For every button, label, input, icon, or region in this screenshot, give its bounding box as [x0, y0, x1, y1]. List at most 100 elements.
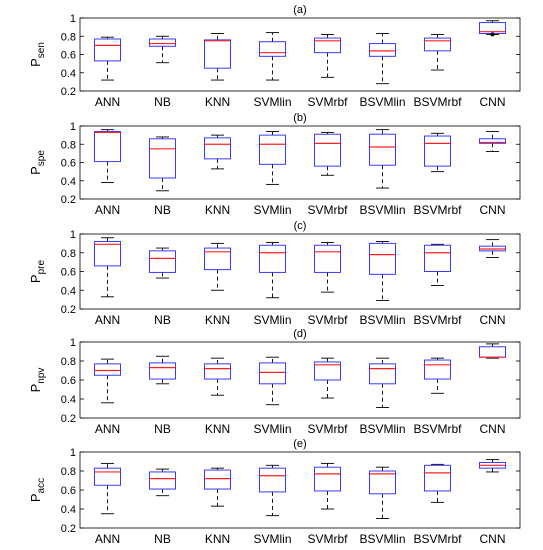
y-axis-label: Pacc — [28, 478, 47, 502]
x-tick-label: CNN — [480, 532, 506, 546]
y-tick-label: 0.6 — [61, 50, 76, 62]
x-tick-label: CNN — [480, 313, 506, 327]
y-tick-label: 0.4 — [61, 504, 76, 516]
y-tick-label: 0.2 — [61, 304, 76, 316]
box-ann — [94, 36, 121, 81]
box-nb — [149, 136, 176, 192]
box-svmrbf — [314, 357, 341, 399]
panel-title: (d) — [293, 328, 306, 340]
x-tick-label: ANN — [95, 203, 120, 217]
y-axis-label-sub: acc — [36, 478, 47, 494]
iqr-box — [259, 467, 286, 493]
panel-3: (d) 0.2 0.4 0.6 0.8 1 Pnpv ANN NB KNN SVMlin SVMrbf… — [28, 328, 521, 436]
x-tick-label: CNN — [480, 95, 506, 109]
iqr-box — [369, 242, 396, 275]
y-tick-label: 0.2 — [61, 523, 76, 535]
x-tick-label: KNN — [205, 422, 230, 436]
box-bsvmrbf — [424, 463, 451, 503]
box-bsvmrbf — [424, 132, 451, 173]
box-svmrbf — [314, 241, 341, 293]
iqr-box — [314, 466, 341, 492]
iqr-box — [149, 250, 176, 273]
x-tick-label: BSVMrbf — [413, 422, 462, 436]
panel-title: (c) — [294, 220, 307, 232]
iqr-box — [369, 363, 396, 385]
box-knn — [204, 33, 231, 81]
iqr-box — [94, 38, 121, 62]
plot-frame — [79, 451, 521, 529]
iqr-box — [479, 138, 506, 144]
box-knn — [204, 242, 231, 291]
iqr-box — [204, 247, 231, 271]
iqr-box — [149, 471, 176, 490]
iqr-box — [204, 363, 231, 380]
x-tick-label: BSVMlin — [359, 95, 405, 109]
x-tick-label: KNN — [205, 95, 230, 109]
x-tick-label: SVMlin — [253, 95, 291, 109]
box-svmlin — [259, 131, 286, 185]
y-axis-label-sub: sen — [36, 42, 47, 58]
box-svmrbf — [314, 33, 341, 78]
y-axis-label-main: P — [28, 274, 43, 283]
x-tick-label: SVMlin — [253, 313, 291, 327]
panel-1: (b) 0.2 0.4 0.6 0.8 1 Pspe ANN NB KNN SVMlin SVMrbf… — [28, 112, 521, 217]
y-tick-label: 1 — [70, 447, 76, 459]
x-tick-label: SVMrbf — [307, 313, 348, 327]
box-bsvmlin — [369, 357, 396, 408]
box-svmrbf — [314, 131, 341, 176]
panel-2: (c) 0.2 0.4 0.6 0.8 1 Ppre ANN NB KNN SVMlin SVMrbf… — [28, 220, 521, 327]
box-svmrbf — [314, 462, 341, 510]
x-tick-label: CNN — [480, 422, 506, 436]
y-tick-label: 0.4 — [61, 285, 76, 297]
y-axis-label: Pspe — [28, 150, 47, 175]
y-axis-label: Pnpv — [28, 368, 47, 393]
iqr-box — [314, 37, 341, 54]
iqr-box — [204, 39, 231, 69]
x-tick-label: ANN — [95, 532, 120, 546]
box-cnn — [479, 131, 506, 153]
iqr-box — [314, 361, 341, 381]
x-tick-label: CNN — [480, 203, 506, 217]
y-axis-label-sub: spe — [36, 150, 47, 167]
iqr-box — [94, 363, 121, 376]
y-tick-label: 0.8 — [61, 248, 76, 260]
box-nb — [149, 35, 176, 64]
plot-frame — [79, 233, 521, 310]
box-ann — [94, 358, 121, 404]
panel-title: (b) — [293, 112, 306, 124]
box-bsvmrbf — [424, 243, 451, 287]
panel-0: (a) 0.2 0.4 0.6 0.8 1 Psen ANN NB KNN SVMlin SVMrbf… — [28, 4, 521, 109]
iqr-box — [424, 135, 451, 167]
iqr-box — [424, 37, 451, 52]
x-tick-label: BSVMlin — [359, 313, 405, 327]
box-svmlin — [259, 32, 286, 81]
iqr-box — [314, 244, 341, 273]
x-tick-label: BSVMrbf — [413, 532, 462, 546]
iqr-box — [259, 362, 286, 385]
y-tick-label: 0.2 — [61, 194, 76, 206]
y-axis-label: Ppre — [28, 259, 47, 283]
x-tick-label: KNN — [205, 203, 230, 217]
y-tick-label: 0.8 — [61, 139, 76, 151]
box-ann — [94, 462, 121, 515]
box-knn — [204, 134, 231, 170]
iqr-box — [424, 464, 451, 492]
box-bsvmlin — [369, 241, 396, 302]
box-knn — [204, 467, 231, 507]
iqr-box — [314, 133, 341, 167]
x-tick-label: ANN — [95, 313, 120, 327]
iqr-box — [94, 467, 121, 486]
iqr-box — [479, 346, 506, 358]
y-tick-label: 0.2 — [61, 86, 76, 98]
x-tick-label: BSVMlin — [359, 422, 405, 436]
y-axis-label-main: P — [28, 166, 43, 175]
box-bsvmlin — [369, 129, 396, 189]
plot-frame — [79, 17, 521, 92]
y-tick-label: 0.6 — [61, 267, 76, 279]
y-axis-label: Psen — [28, 42, 47, 67]
iqr-box — [204, 137, 231, 160]
box-knn — [204, 357, 231, 396]
iqr-box — [369, 133, 396, 166]
x-tick-label: NB — [154, 422, 171, 436]
